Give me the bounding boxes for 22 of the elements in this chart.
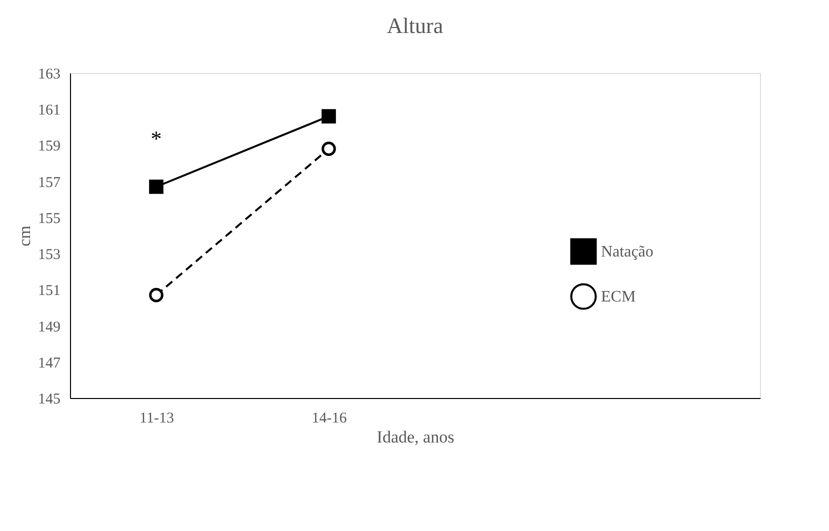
annotation: *	[150, 126, 162, 151]
x-tick-label: 11-13	[140, 410, 174, 426]
legend-label: ECM	[601, 288, 636, 306]
legend-label: Natação	[601, 244, 654, 260]
y-axis-title: cm	[15, 226, 34, 246]
x-axis-title: Idade, anos	[376, 428, 454, 446]
y-tick-label: 155	[38, 210, 60, 227]
point	[322, 109, 336, 124]
point	[322, 142, 336, 156]
y-tick-label: 147	[38, 355, 61, 372]
y-tick-label: 153	[38, 247, 60, 264]
x-tick-label: 14-16	[312, 410, 348, 426]
y-tick-label: 151	[38, 283, 60, 300]
y-tick-label: 157	[38, 174, 61, 191]
point	[149, 288, 164, 302]
y-tick-label: 161	[38, 102, 60, 119]
chart-title: Altura	[386, 13, 444, 38]
y-tick-label: 159	[38, 138, 60, 155]
y-tick-label: 149	[38, 319, 60, 336]
point	[149, 180, 164, 194]
y-tick-label: 145	[38, 392, 60, 408]
y-tick-label: 163	[38, 66, 60, 82]
